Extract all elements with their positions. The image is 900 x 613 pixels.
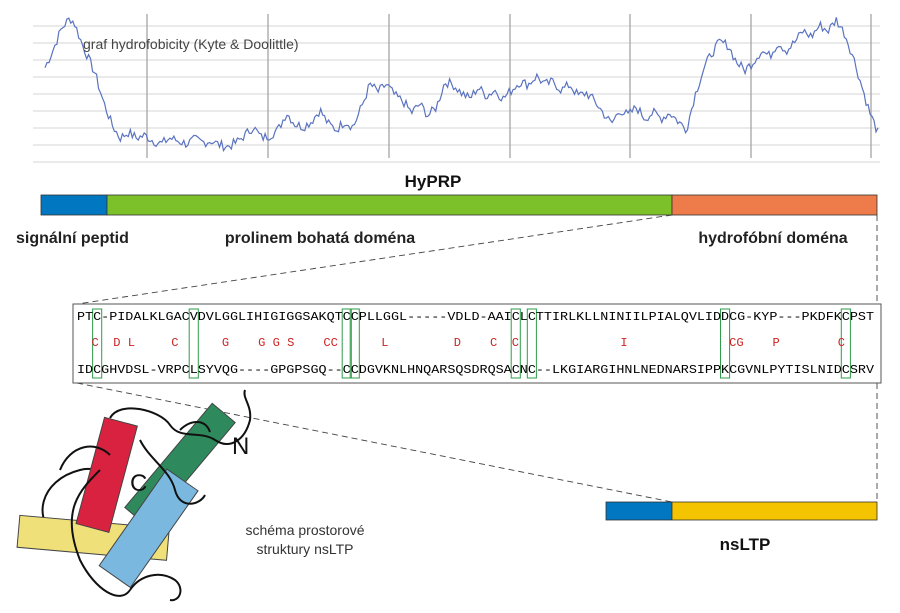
helix-blue bbox=[98, 468, 199, 589]
structure-caption-line2: struktury nsLTP bbox=[257, 541, 354, 557]
cysteine-boxes bbox=[92, 308, 851, 379]
cysteine-conservation-box bbox=[92, 308, 103, 379]
hydrophobic-domain-label: hydrofóbní doména bbox=[698, 230, 847, 247]
sequence-alignment: PTC-PIDALKLGACVDVLGGLIHIGIGGSAKQTCCPLLGG… bbox=[72, 303, 882, 384]
loop-bottom bbox=[129, 573, 182, 602]
zoom-connectors bbox=[76, 214, 878, 503]
loop-top bbox=[109, 407, 216, 441]
cysteine-conservation-box bbox=[510, 308, 521, 379]
alignment-consensus: C D L C G G G S CC L D C C I CG P C bbox=[77, 337, 874, 350]
cysteine-conservation-box bbox=[720, 308, 731, 379]
hyprp-hydrophobic-segment bbox=[671, 194, 878, 216]
cysteine-conservation-box bbox=[526, 308, 537, 379]
plot-gridlines bbox=[33, 14, 880, 163]
proline-rich-domain-label: prolinem bohatá doména bbox=[225, 230, 415, 247]
cysteine-conservation-box bbox=[341, 308, 352, 379]
cysteine-conservation-box bbox=[188, 308, 199, 379]
hyprp-bar bbox=[40, 194, 878, 216]
helix-red bbox=[75, 416, 138, 533]
cysteine-conservation-box bbox=[349, 308, 360, 379]
alignment-bottom-sequence: IDCGHVDSL-VRPCLSYVQG----GPGPSGQ--CCDGVKN… bbox=[77, 364, 874, 377]
hyprp-proline-rich-segment bbox=[106, 194, 673, 216]
cysteine-conservation-box bbox=[840, 308, 851, 379]
loop-n-terminus bbox=[214, 389, 252, 445]
hydrophobicity-plot: graf hydrofobicity (Kyte & Doolittle) bbox=[33, 14, 880, 163]
nsltp-structure-schematic: N C schéma prostorové struktury nsLTP bbox=[16, 389, 365, 602]
loop-bottom-left bbox=[70, 469, 131, 597]
nsltp-signal-peptide-segment bbox=[605, 501, 673, 521]
nsltp-title: nsLTP bbox=[720, 535, 771, 554]
hyprp-title: HyPRP bbox=[405, 172, 462, 191]
structure-caption-line1: schéma prostorové bbox=[245, 522, 364, 538]
nsltp-bar bbox=[605, 501, 878, 521]
loop-curl-left bbox=[59, 445, 111, 471]
connector-line-top-left bbox=[76, 214, 673, 305]
loop-curl bbox=[179, 421, 211, 433]
signal-peptide-label: signální peptid bbox=[16, 230, 129, 247]
loops bbox=[59, 389, 252, 602]
connector-line-bottom-left bbox=[76, 382, 673, 503]
c-terminus-label: C bbox=[130, 470, 147, 497]
hydrophobicity-line bbox=[44, 17, 879, 153]
n-terminus-label: N bbox=[232, 433, 249, 460]
loop-middle bbox=[139, 439, 206, 505]
nsltp-mature-protein-segment bbox=[671, 501, 878, 521]
hydrophobicity-label: graf hydrofobicity (Kyte & Doolittle) bbox=[83, 36, 299, 52]
alignment-frame bbox=[72, 303, 882, 384]
hyprp-signal-peptide-segment bbox=[40, 194, 108, 216]
alignment-top-sequence: PTC-PIDALKLGACVDVLGGLIHIGIGGSAKQTCCPLLGG… bbox=[77, 311, 874, 324]
